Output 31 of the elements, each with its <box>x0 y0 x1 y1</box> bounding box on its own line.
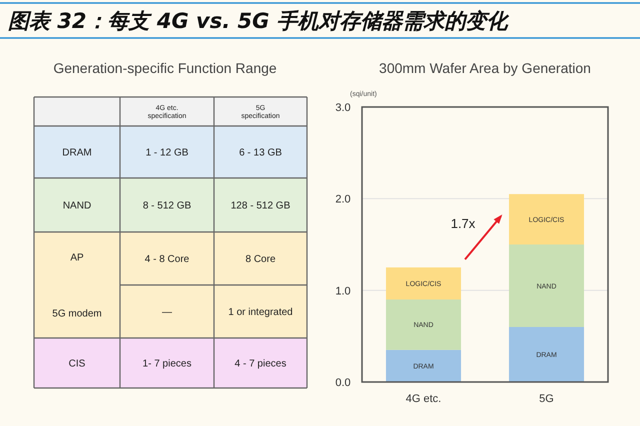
bar <box>386 267 462 300</box>
bar <box>386 300 462 350</box>
annotation: 1.7x <box>450 216 476 232</box>
text: 5G modem <box>52 308 102 320</box>
text: 1- 7 pieces <box>142 358 192 370</box>
text: 图表 32：每支 4G vs. 5G 手机对存储器需求的变化 <box>8 9 510 33</box>
text: 6 - 13 GB <box>239 148 282 158</box>
text: — <box>162 307 172 318</box>
text: 4 - 8 Core <box>144 254 190 265</box>
y-tick-label: 1.0 <box>335 285 351 298</box>
text: 128 - 512 GB <box>230 200 291 212</box>
bar <box>508 327 584 382</box>
text: 4 - 7 pieces <box>234 358 286 370</box>
y-tick-label: 3.0 <box>335 102 351 114</box>
y-tick-label: 0.0 <box>335 377 351 389</box>
text: AP <box>70 252 84 264</box>
text: DRAM <box>62 148 92 158</box>
bar <box>386 350 462 382</box>
chart-title: 300mm Wafer Area by Generation <box>379 60 591 76</box>
y-tick-label: 2.0 <box>335 194 351 206</box>
text: NAND <box>62 200 92 212</box>
text: 1 or integrated <box>228 307 293 318</box>
text: CIS <box>68 358 86 370</box>
x-tick-label: 4G etc. <box>406 393 442 405</box>
text: 1 - 12 GB <box>146 148 189 158</box>
text: Generation-specific Function Range <box>53 60 277 76</box>
text: 8 - 512 GB <box>142 200 192 212</box>
bar <box>508 194 584 244</box>
text: 8 Core <box>245 254 276 265</box>
x-tick-label: 5G <box>539 393 554 405</box>
bar <box>508 244 584 327</box>
